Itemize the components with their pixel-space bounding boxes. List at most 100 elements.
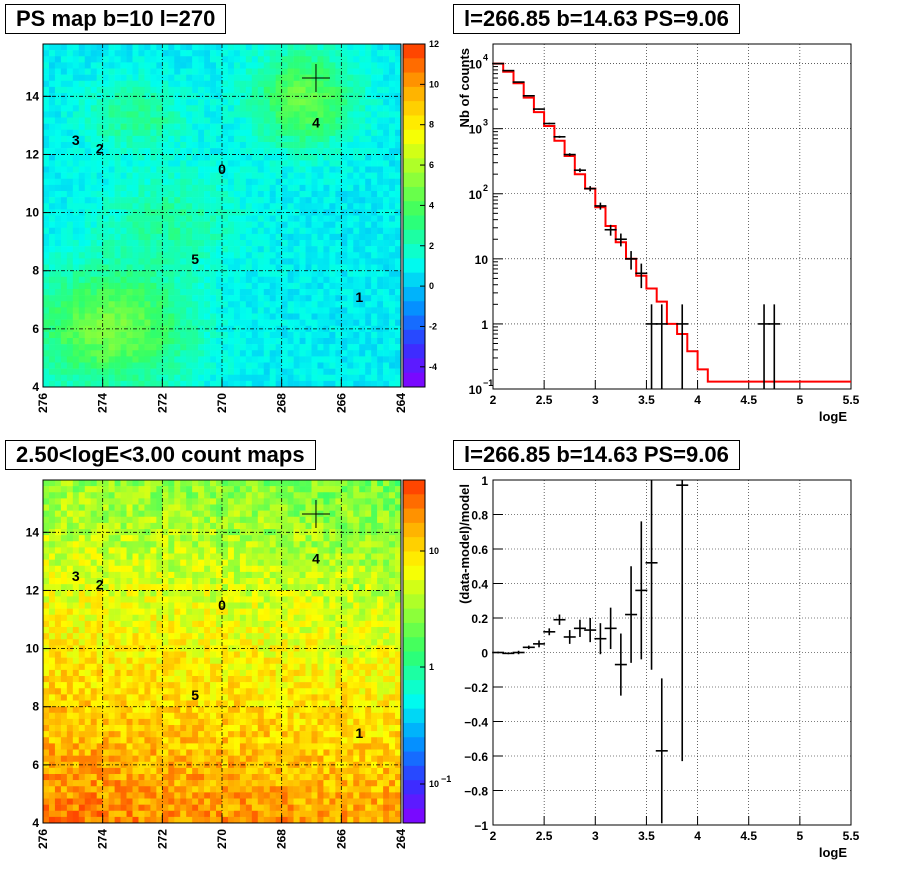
psmap-cell xyxy=(323,295,330,302)
psmap-cell xyxy=(180,44,187,51)
countmap-cell xyxy=(162,663,169,671)
psmap-cell xyxy=(311,233,318,241)
countmap-cell xyxy=(60,694,68,701)
psmap-cell xyxy=(335,301,342,308)
countmap-cell xyxy=(168,602,175,609)
countmap-cell xyxy=(150,559,157,567)
psmap-cell xyxy=(257,148,265,155)
psmap-colorbar-band xyxy=(403,201,425,216)
psmap-cell xyxy=(96,117,103,124)
psmap-cell xyxy=(192,191,199,198)
psmap-cell xyxy=(371,289,378,296)
psmap-cell xyxy=(233,356,241,363)
psmap-cell xyxy=(132,99,139,106)
countmap-cell xyxy=(90,608,97,616)
psmap-cell xyxy=(96,221,103,229)
psmap-cell xyxy=(239,270,247,278)
countmap-cell xyxy=(66,504,74,511)
psmap-cell xyxy=(150,68,157,75)
psmap-cell xyxy=(204,368,211,376)
psmap-cell xyxy=(138,129,145,137)
countmap-cell xyxy=(144,718,151,726)
psmap-cell xyxy=(353,276,360,284)
psmap-cell xyxy=(180,282,187,290)
psmap-cell xyxy=(323,246,330,253)
psmap-cell xyxy=(150,362,157,369)
psmap-cell xyxy=(293,68,300,75)
psmap-cell xyxy=(102,191,109,198)
countmap-cell xyxy=(72,516,80,524)
psmap-cell xyxy=(43,142,50,149)
psmap-cell xyxy=(90,209,97,216)
psmap-cell xyxy=(186,264,193,271)
psmap-cell xyxy=(198,203,205,210)
psmap-cell xyxy=(72,356,80,363)
psmap-cell xyxy=(287,368,294,376)
psmap-cell xyxy=(383,117,390,124)
countmap-cell xyxy=(72,694,80,701)
psmap-cell xyxy=(293,282,300,290)
psmap-cell xyxy=(120,160,127,167)
countmap-cell xyxy=(84,529,92,536)
psmap-cell xyxy=(335,80,342,88)
psmap-cell xyxy=(263,301,271,308)
psmap-cell xyxy=(108,380,115,388)
psmap-cell xyxy=(227,86,235,94)
psmap-cell xyxy=(287,160,294,167)
psmap-cell xyxy=(132,86,139,94)
psmap-cell xyxy=(150,105,157,112)
psmap-cell xyxy=(126,178,133,186)
countmap-cell xyxy=(156,700,163,707)
psmap-cell xyxy=(317,344,324,351)
psmap-cell xyxy=(138,50,145,57)
psmap-cell xyxy=(395,380,402,388)
countmap-cell xyxy=(90,786,97,793)
psmap-cell xyxy=(72,178,80,186)
psmap-cell xyxy=(359,135,366,143)
psmap-cell xyxy=(269,240,276,247)
countmap-cell xyxy=(156,780,163,787)
psmap-cell xyxy=(353,356,360,363)
psmap-cell xyxy=(174,86,181,94)
countmap-cell xyxy=(60,559,68,567)
psmap-cell xyxy=(305,50,312,57)
psmap-cell xyxy=(150,74,157,82)
countmap-cell xyxy=(168,547,175,554)
psmap-cell xyxy=(395,117,402,124)
psmap-cell xyxy=(335,160,342,167)
psmap-cell xyxy=(168,227,175,235)
psmap-cell xyxy=(281,313,288,320)
countmap-cell xyxy=(90,676,97,683)
psmap-cell xyxy=(335,68,342,75)
psmap-cell xyxy=(233,276,241,284)
countmap-cell xyxy=(120,774,127,781)
psmap-cell xyxy=(251,135,259,143)
psmap-cell xyxy=(138,123,145,131)
psmap-cell xyxy=(144,160,151,167)
countmap-cell xyxy=(204,516,211,524)
psmap-cell xyxy=(174,331,181,339)
countmap-cell xyxy=(180,565,187,573)
psmap-cell xyxy=(389,233,396,241)
countmap-cell xyxy=(96,510,103,518)
psmap-cell xyxy=(395,44,402,51)
countmap-cell xyxy=(120,700,127,707)
psmap-cell xyxy=(317,160,324,167)
psmap-cell xyxy=(114,160,121,167)
psmap-cell xyxy=(162,227,169,235)
psmap-cell xyxy=(210,129,217,137)
psmap-cell xyxy=(162,154,169,161)
psmap-cell xyxy=(90,227,97,235)
countmap-cell xyxy=(144,633,151,640)
countmap-cell xyxy=(204,559,211,567)
psmap-cell xyxy=(293,123,300,131)
psmap-cell xyxy=(353,325,360,333)
psmap-cell xyxy=(126,50,133,57)
countmap-cell xyxy=(78,712,86,720)
psmap-cell xyxy=(126,105,133,112)
psmap-cell xyxy=(102,252,109,259)
countmap-cell xyxy=(132,731,139,738)
countmap-cell xyxy=(72,504,80,511)
psmap-cell xyxy=(395,93,402,100)
countmap-cell xyxy=(174,535,181,542)
